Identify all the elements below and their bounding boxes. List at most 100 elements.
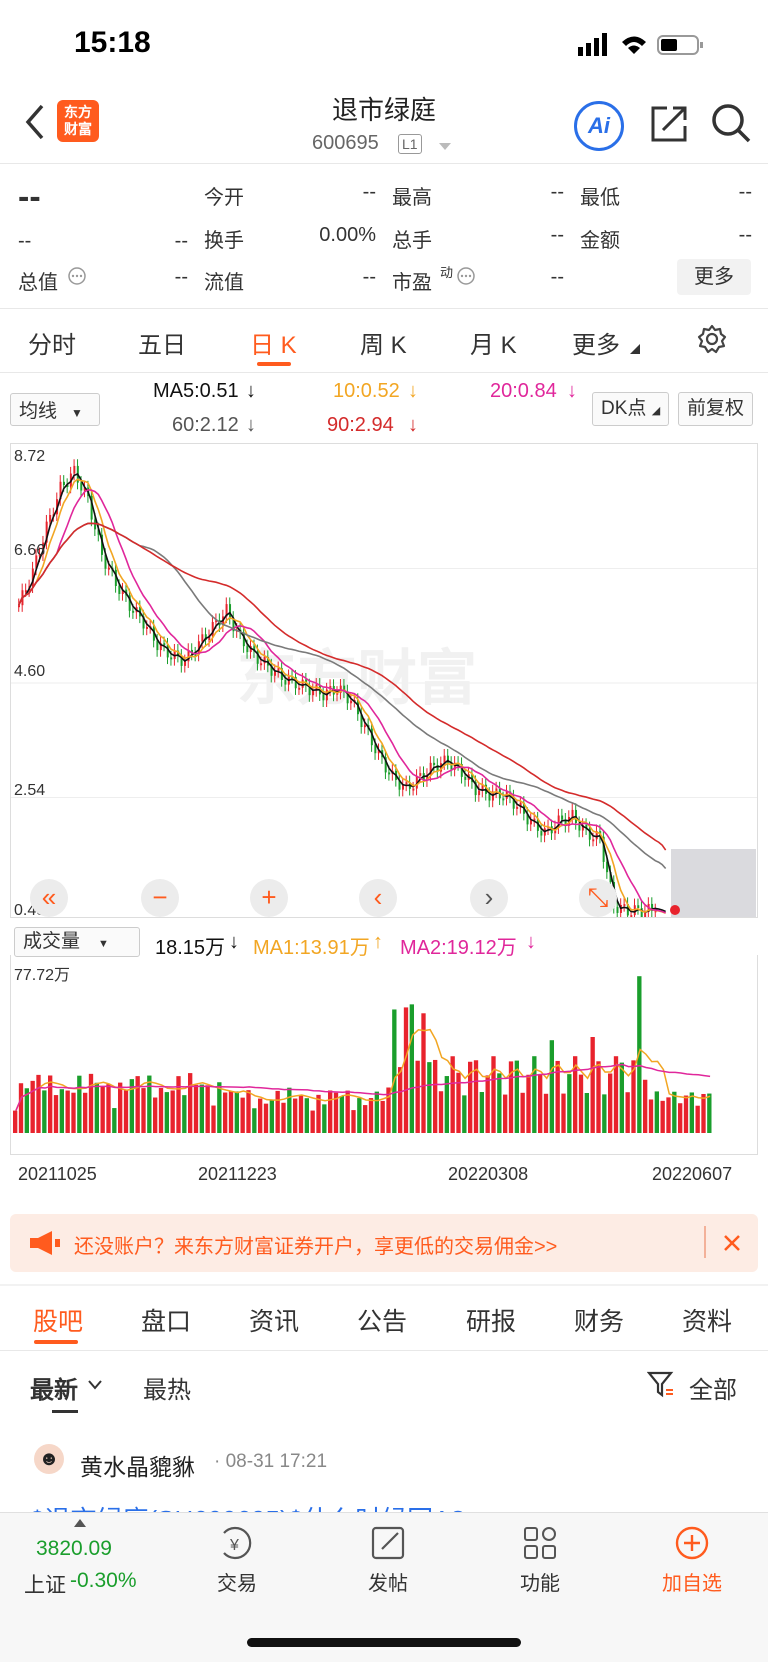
tab-monthly-k[interactable]: 月 K (470, 332, 517, 359)
tab-profile[interactable]: 资料 (682, 1308, 733, 1336)
volume-indicator-select[interactable]: 成交量 ▼ (14, 927, 140, 957)
trade-icon[interactable]: ¥ (218, 1525, 256, 1561)
next-button[interactable]: › (470, 879, 508, 917)
tab-more[interactable]: 更多 (572, 332, 620, 359)
volume-bar (555, 1060, 560, 1133)
search-icon[interactable] (710, 102, 752, 144)
volume-bar (304, 1098, 309, 1133)
index-value[interactable]: 3820.09 (36, 1537, 112, 1560)
kline-chart[interactable]: 东方财富 (10, 443, 758, 924)
candle (460, 764, 463, 777)
volume-bar (578, 1074, 584, 1133)
tab-finance[interactable]: 财务 (574, 1308, 625, 1336)
tab-news[interactable]: 资讯 (249, 1308, 300, 1336)
nav-trade[interactable]: 交易 (217, 1573, 257, 1595)
adjust-button[interactable]: 前复权 (678, 392, 754, 426)
latest-dot (670, 905, 680, 915)
volume-bar (485, 1075, 490, 1133)
rewind-button[interactable]: « (30, 879, 68, 917)
candle (630, 915, 633, 918)
tab-intraday[interactable]: 分时 (28, 332, 76, 359)
dk-point-button[interactable]: DK点 ◢ (592, 392, 670, 426)
post-author[interactable]: 黄水晶貔貅 (80, 1454, 195, 1480)
index-name[interactable]: 上证 (24, 1574, 66, 1597)
y-tick-max: 8.72 (14, 448, 46, 465)
candle (94, 519, 97, 530)
volume-bar (258, 1098, 263, 1133)
avatar[interactable]: ☻ (34, 1444, 64, 1474)
x-tick-4: 20220607 (652, 1164, 733, 1184)
info-icon[interactable] (456, 266, 476, 286)
zoom-in-button[interactable]: + (250, 879, 288, 917)
sort-hot[interactable]: 最热 (143, 1377, 191, 1404)
more-button[interactable]: 更多 (677, 259, 751, 295)
post-preview[interactable]: $退市绿庭(SH600695)$什么时候回A? (30, 1500, 740, 1514)
volume-bar (345, 1090, 350, 1133)
volume-bar (473, 1060, 479, 1133)
info-icon[interactable] (67, 266, 87, 286)
back-icon[interactable] (22, 102, 46, 142)
gear-icon[interactable] (697, 324, 727, 354)
y-tick-3: 4.60 (14, 663, 46, 680)
volume-bar (100, 1086, 105, 1133)
filter-all[interactable]: 全部 (689, 1377, 737, 1404)
level-badge[interactable]: L1 (398, 134, 422, 154)
candle (585, 824, 588, 829)
candle (350, 700, 353, 704)
candle (187, 649, 190, 662)
candle (363, 725, 366, 728)
vol-ma2-line (15, 1063, 711, 1111)
volume-bar (199, 1084, 204, 1133)
add-watchlist-icon[interactable] (674, 1525, 710, 1561)
volume-bar (683, 1095, 689, 1133)
tab-weekly-k[interactable]: 周 K (360, 332, 407, 359)
candle (211, 621, 214, 637)
tab-research[interactable]: 研报 (466, 1308, 517, 1336)
chevron-down-icon[interactable] (88, 1380, 102, 1390)
nav-add-watchlist[interactable]: 加自选 (662, 1573, 722, 1595)
arrow-down-icon: ↓ (526, 931, 536, 953)
ma60-label: 60:2.12 (172, 414, 239, 436)
nav-functions[interactable]: 功能 (520, 1573, 560, 1595)
volume-bar (88, 1073, 94, 1133)
volume-bar (672, 1091, 677, 1133)
candle (336, 692, 339, 695)
candle (398, 779, 401, 790)
filter-icon[interactable] (647, 1370, 675, 1398)
candle (184, 661, 187, 666)
tab-daily-k[interactable]: 日 K (250, 332, 297, 359)
chevron-down-icon[interactable] (438, 142, 452, 152)
indicator-select[interactable]: 均线 ▼ (10, 393, 100, 426)
signal-bar-2 (586, 43, 591, 56)
post-time: · 08-31 17:21 (214, 1451, 328, 1472)
volume-chart[interactable] (10, 955, 758, 1155)
tab-announcements[interactable]: 公告 (357, 1308, 408, 1336)
apps-icon[interactable] (522, 1525, 558, 1561)
volume-bar (298, 1095, 304, 1133)
volume-bar (497, 1073, 502, 1133)
prev-button[interactable]: ‹ (359, 879, 397, 917)
volume-bar (118, 1082, 123, 1133)
fullscreen-button[interactable]: ⤡ (579, 879, 617, 917)
candle (256, 651, 259, 664)
volume-value: -- (550, 224, 564, 246)
close-icon[interactable] (723, 1234, 741, 1252)
volume-bar (129, 1079, 134, 1133)
arrow-down-icon: ↓ (229, 931, 239, 953)
tab-pankou[interactable]: 盘口 (141, 1308, 192, 1336)
sort-latest[interactable]: 最新 (30, 1377, 78, 1404)
post-edit-icon[interactable] (370, 1525, 406, 1561)
index-change[interactable]: -0.30% (70, 1569, 137, 1592)
zoom-out-button[interactable]: − (141, 879, 179, 917)
tab-five-day[interactable]: 五日 (138, 332, 186, 359)
volume-bar (631, 1060, 636, 1133)
candle (370, 728, 373, 746)
eastmoney-logo[interactable]: 东方 财富 (57, 100, 99, 142)
candle (180, 655, 183, 666)
triangle-icon (630, 344, 640, 354)
share-icon[interactable] (649, 104, 689, 144)
tab-guba[interactable]: 股吧 (33, 1308, 84, 1336)
ai-button[interactable]: Ai (574, 101, 624, 151)
promo-banner[interactable]: 还没账户？来东方财富证券开户，享更低的交易佣金>> (10, 1214, 758, 1272)
nav-post[interactable]: 发帖 (368, 1573, 408, 1595)
